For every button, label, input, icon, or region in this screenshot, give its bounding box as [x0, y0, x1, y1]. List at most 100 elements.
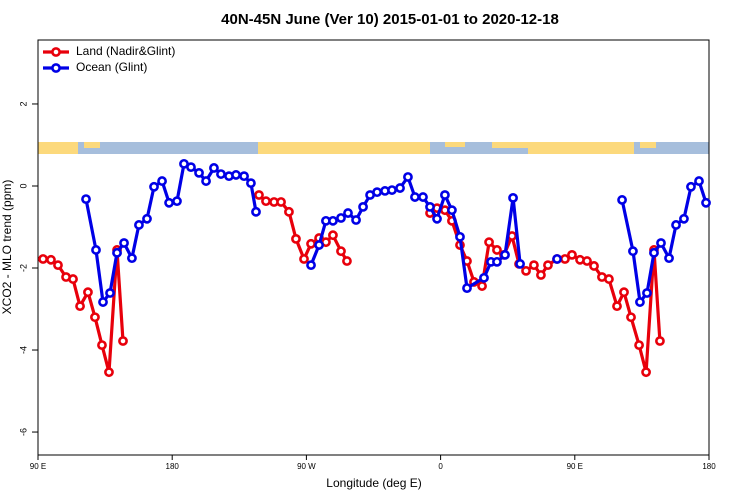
data-point	[254, 190, 264, 200]
data-point	[97, 340, 107, 350]
data-point	[172, 196, 182, 207]
data-point	[314, 240, 324, 250]
y-tick-label: 0	[18, 183, 28, 188]
legend-label: Land (Nadir&Glint)	[76, 44, 175, 58]
land-mask-strip	[38, 142, 709, 154]
x-tick-label: 0	[438, 462, 443, 471]
data-point	[306, 260, 316, 271]
data-point	[484, 237, 494, 248]
y-tick-label: 2	[18, 101, 28, 106]
data-point	[642, 288, 652, 298]
data-point	[53, 260, 63, 271]
data-point	[492, 256, 502, 267]
data-point	[81, 194, 91, 205]
data-point	[479, 272, 489, 283]
data-point	[418, 192, 428, 202]
data-point	[521, 265, 531, 276]
data-point	[91, 245, 101, 255]
data-point	[425, 202, 435, 212]
data-point	[641, 367, 651, 378]
y-tick-label: -4	[18, 346, 28, 354]
data-point	[515, 259, 525, 269]
data-point	[612, 301, 622, 312]
data-point	[679, 213, 689, 224]
data-point	[284, 206, 294, 217]
data-point	[552, 254, 562, 264]
data-point	[686, 181, 696, 192]
data-point	[186, 162, 196, 173]
data-point	[46, 254, 56, 265]
data-point	[299, 254, 309, 264]
data-point	[567, 249, 577, 260]
data-point	[477, 281, 487, 291]
data-point	[306, 238, 316, 249]
x-tick-label: 90 E	[30, 462, 46, 471]
data-point	[626, 312, 636, 323]
data-point	[231, 170, 241, 180]
data-point	[261, 196, 271, 207]
y-axis-label: XCO2 - MLO trend (ppm)	[0, 180, 14, 315]
data-point	[194, 167, 204, 178]
data-point	[127, 253, 137, 264]
data-point	[582, 256, 592, 266]
data-point	[342, 256, 352, 266]
data-point	[118, 336, 128, 346]
data-point	[351, 215, 361, 225]
data-point	[462, 283, 472, 293]
data-point	[112, 247, 122, 258]
data-point	[447, 205, 457, 216]
data-point	[628, 246, 638, 257]
data-point	[68, 274, 78, 284]
data-point	[90, 312, 100, 323]
data-point	[701, 197, 711, 208]
data-point	[343, 208, 353, 218]
data-point	[201, 176, 211, 186]
data-point	[142, 213, 152, 224]
data-point	[536, 270, 546, 280]
x-tick-label: 90 W	[297, 462, 316, 471]
data-point	[291, 233, 301, 244]
data-point	[134, 220, 144, 230]
x-tick-label: 90 E	[567, 462, 583, 471]
data-point	[655, 336, 665, 346]
data-point	[328, 215, 338, 226]
x-tick-label: 180	[702, 462, 716, 471]
data-point	[164, 197, 174, 208]
data-point	[455, 231, 465, 242]
data-point	[119, 238, 129, 248]
data-point	[635, 297, 645, 307]
data-point	[387, 185, 397, 195]
plot-frame	[37, 39, 710, 456]
data-point	[492, 245, 502, 255]
data-point	[336, 213, 346, 223]
data-point	[403, 172, 413, 182]
data-point	[83, 287, 93, 298]
data-point	[617, 195, 627, 205]
y-tick-label: -2	[18, 264, 28, 272]
data-point	[209, 163, 219, 173]
data-point	[75, 301, 85, 312]
data-point	[246, 178, 256, 189]
x-axis-label: Longitude (deg E)	[326, 476, 421, 490]
data-point	[372, 187, 382, 198]
data-point	[671, 220, 681, 230]
legend-label: Ocean (Glint)	[76, 60, 147, 74]
data-point	[328, 230, 338, 241]
x-tick-label: 180	[166, 462, 180, 471]
data-point	[358, 202, 368, 212]
legend-swatch-marker	[51, 47, 61, 57]
data-point	[149, 181, 159, 192]
data-point	[105, 288, 115, 298]
data-point	[440, 190, 450, 200]
data-point	[395, 183, 405, 193]
data-point	[694, 176, 704, 186]
y-tick-label: -6	[18, 428, 28, 436]
data-point	[656, 238, 666, 248]
data-point	[104, 367, 114, 378]
data-point	[336, 246, 346, 257]
data-point	[508, 192, 518, 203]
data-point	[634, 340, 644, 350]
data-point	[98, 297, 108, 307]
data-point	[604, 274, 614, 284]
